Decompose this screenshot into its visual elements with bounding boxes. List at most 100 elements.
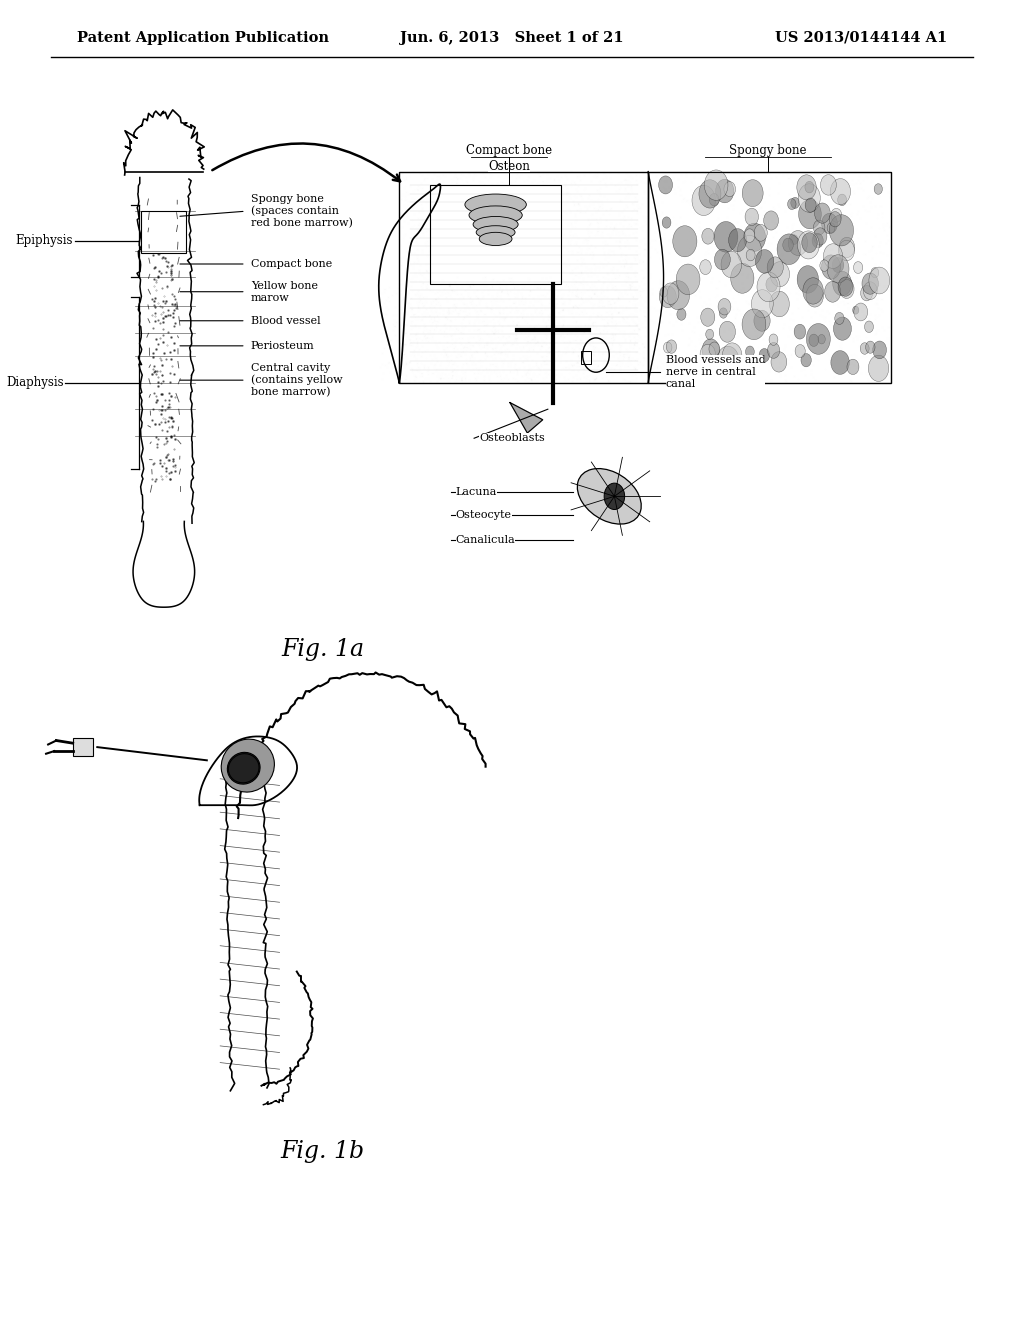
- Circle shape: [699, 180, 721, 209]
- Circle shape: [821, 214, 838, 234]
- Circle shape: [720, 308, 727, 318]
- Circle shape: [692, 185, 716, 215]
- Circle shape: [840, 280, 854, 298]
- Circle shape: [663, 282, 679, 305]
- Circle shape: [702, 339, 720, 362]
- Circle shape: [742, 309, 766, 339]
- Circle shape: [821, 255, 841, 280]
- Text: Epiphysis: Epiphysis: [15, 235, 73, 247]
- Circle shape: [827, 223, 835, 234]
- Circle shape: [701, 228, 714, 244]
- Circle shape: [863, 281, 878, 300]
- Circle shape: [868, 355, 889, 381]
- Circle shape: [797, 174, 816, 199]
- Circle shape: [802, 232, 817, 252]
- Bar: [430, 185, 561, 284]
- Text: Central cavity
(contains yellow
bone marrow): Central cavity (contains yellow bone mar…: [251, 363, 342, 397]
- Ellipse shape: [227, 752, 260, 784]
- Text: Spongy bone: Spongy bone: [729, 144, 807, 157]
- Circle shape: [862, 273, 879, 294]
- Circle shape: [839, 240, 855, 261]
- Circle shape: [853, 261, 863, 273]
- Ellipse shape: [228, 754, 259, 783]
- Text: Canalicula: Canalicula: [456, 535, 515, 545]
- Circle shape: [798, 231, 819, 259]
- Circle shape: [710, 194, 719, 206]
- Circle shape: [829, 215, 854, 246]
- Circle shape: [777, 234, 801, 264]
- Text: Osteoblasts: Osteoblasts: [479, 433, 545, 444]
- Circle shape: [838, 277, 853, 296]
- Text: Osteocyte: Osteocyte: [456, 510, 512, 520]
- Circle shape: [714, 222, 738, 252]
- Circle shape: [709, 342, 720, 356]
- Circle shape: [756, 249, 774, 273]
- Circle shape: [700, 308, 715, 326]
- Ellipse shape: [469, 206, 522, 224]
- Circle shape: [860, 285, 872, 301]
- Circle shape: [809, 334, 818, 346]
- Circle shape: [744, 228, 755, 243]
- Circle shape: [700, 345, 716, 364]
- Circle shape: [874, 183, 883, 194]
- Circle shape: [769, 292, 790, 317]
- Circle shape: [853, 306, 859, 314]
- Circle shape: [830, 178, 851, 205]
- Circle shape: [864, 321, 873, 333]
- Circle shape: [829, 211, 841, 227]
- Circle shape: [803, 277, 823, 304]
- Circle shape: [664, 342, 672, 352]
- Circle shape: [658, 176, 673, 194]
- Text: Compact bone: Compact bone: [466, 144, 552, 157]
- Circle shape: [865, 341, 876, 354]
- Circle shape: [788, 231, 808, 256]
- Circle shape: [805, 181, 814, 193]
- Circle shape: [717, 346, 739, 375]
- Text: Diaphysis: Diaphysis: [6, 376, 63, 389]
- Ellipse shape: [465, 194, 526, 215]
- Circle shape: [830, 209, 842, 222]
- Ellipse shape: [221, 739, 274, 792]
- Circle shape: [833, 272, 852, 296]
- Circle shape: [745, 346, 755, 358]
- Circle shape: [860, 343, 869, 354]
- Bar: [399, 172, 648, 383]
- Text: Patent Application Publication: Patent Application Publication: [77, 30, 329, 45]
- Circle shape: [767, 257, 783, 277]
- Circle shape: [813, 228, 827, 246]
- Circle shape: [820, 174, 837, 195]
- Circle shape: [798, 183, 820, 213]
- Circle shape: [667, 339, 677, 354]
- Text: Lacuna: Lacuna: [456, 487, 497, 498]
- Circle shape: [752, 289, 773, 318]
- Circle shape: [719, 321, 735, 342]
- Circle shape: [799, 199, 821, 228]
- Circle shape: [823, 244, 843, 268]
- Circle shape: [806, 285, 823, 308]
- Circle shape: [667, 281, 689, 310]
- Circle shape: [834, 317, 851, 341]
- Ellipse shape: [473, 216, 518, 232]
- Circle shape: [830, 351, 849, 375]
- Circle shape: [722, 343, 741, 368]
- Circle shape: [827, 255, 849, 282]
- Polygon shape: [510, 403, 543, 433]
- Circle shape: [869, 267, 890, 294]
- Circle shape: [755, 224, 767, 242]
- Circle shape: [835, 313, 844, 325]
- Text: Compact bone: Compact bone: [251, 259, 332, 269]
- Circle shape: [847, 359, 859, 375]
- Text: Fig. 1b: Fig. 1b: [281, 1139, 365, 1163]
- Circle shape: [787, 198, 796, 210]
- Circle shape: [797, 265, 818, 293]
- Text: Yellow bone
marow: Yellow bone marow: [251, 281, 317, 302]
- Circle shape: [814, 203, 830, 223]
- Bar: [73, 738, 93, 756]
- Circle shape: [872, 341, 887, 359]
- Circle shape: [676, 264, 700, 294]
- Circle shape: [706, 329, 714, 339]
- Circle shape: [746, 249, 755, 261]
- Circle shape: [838, 194, 847, 206]
- Circle shape: [677, 309, 686, 321]
- Circle shape: [716, 180, 734, 203]
